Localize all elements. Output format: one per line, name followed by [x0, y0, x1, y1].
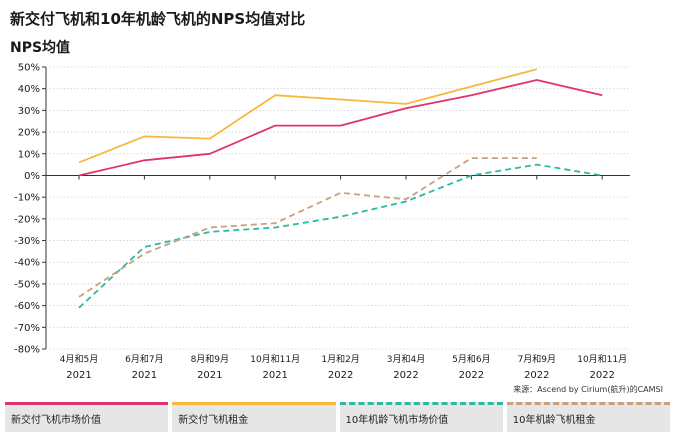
y-tick-label: -80%	[14, 345, 40, 356]
y-tick-label: 0%	[24, 171, 40, 182]
legend-swatch	[339, 402, 503, 405]
x-tick-year: 2022	[393, 370, 418, 381]
x-tick-label: 10月和11月	[577, 354, 627, 365]
y-tick-label: -20%	[14, 214, 40, 225]
x-tick-label: 3月和4月	[387, 354, 425, 365]
x-tick-label: 6月和7月	[125, 354, 163, 365]
legend-item: 10年机龄飞机市场价值	[339, 402, 503, 432]
x-tick-year: 2021	[66, 370, 91, 381]
series-line-2	[78, 163, 603, 309]
legend-label: 10年机龄飞机市场价值	[345, 415, 449, 426]
legend-swatch	[5, 402, 169, 405]
legend-item: 10年机龄飞机租金	[506, 402, 670, 432]
legend-item: 新交付飞机市场价值	[5, 402, 169, 432]
y-tick-label: -70%	[14, 323, 40, 334]
y-tick-label: -30%	[14, 236, 40, 247]
x-tick-year: 2022	[589, 370, 614, 381]
series-line-1	[78, 68, 538, 164]
x-tick-label: 10月和11月	[250, 354, 300, 365]
line-chart: 50% 40% 30% 20% 10% 0% -10% -20% -30% -40% -50% -60…	[14, 63, 630, 381]
x-tick-year: 2022	[328, 370, 353, 381]
legend-label: 新交付飞机市场价值	[11, 415, 101, 426]
legend-swatch	[506, 402, 670, 405]
x-tick-year: 2022	[524, 370, 549, 381]
legend-label: 新交付飞机租金	[178, 415, 249, 426]
x-tick-year: 2021	[262, 370, 287, 381]
x-tick-year: 2021	[132, 370, 157, 381]
legend-label: 10年机龄飞机租金	[512, 415, 596, 426]
series-line-0	[78, 79, 603, 177]
x-tick-label: 5月和6月	[452, 354, 490, 365]
legend: 新交付飞机市场价值 新交付飞机租金 10年机龄飞机市场价值 10年机龄飞机租金	[5, 402, 670, 432]
x-tick-label: 7月和9月	[518, 354, 556, 365]
legend-swatch	[172, 402, 336, 405]
legend-item: 新交付飞机租金	[172, 402, 336, 432]
x-tick-label: 1月和2月	[321, 354, 359, 365]
y-tick-label: 30%	[18, 106, 40, 117]
y-tick-label: 50%	[18, 63, 40, 74]
x-tick-label: 8月和9月	[191, 354, 229, 365]
x-tick-label: 4月和5月	[60, 354, 98, 365]
y-tick-label: 40%	[18, 84, 40, 95]
y-tick-label: -10%	[14, 193, 40, 204]
y-tick-label: -40%	[14, 258, 40, 269]
chart-title: 新交付飞机和10年机龄飞机的NPS均值对比	[10, 10, 306, 28]
x-tick-year: 2021	[197, 370, 222, 381]
y-tick-label: -50%	[14, 279, 40, 290]
y-tick-label: -60%	[14, 301, 40, 312]
x-tick-year: 2022	[459, 370, 484, 381]
source-note: 来源：Ascend by Cirium(航升)的CAMSI	[513, 385, 663, 394]
series-line-3	[78, 157, 537, 298]
chart-subtitle: NPS均值	[10, 40, 71, 56]
y-tick-label: 20%	[18, 128, 40, 139]
y-tick-label: 10%	[18, 149, 40, 160]
